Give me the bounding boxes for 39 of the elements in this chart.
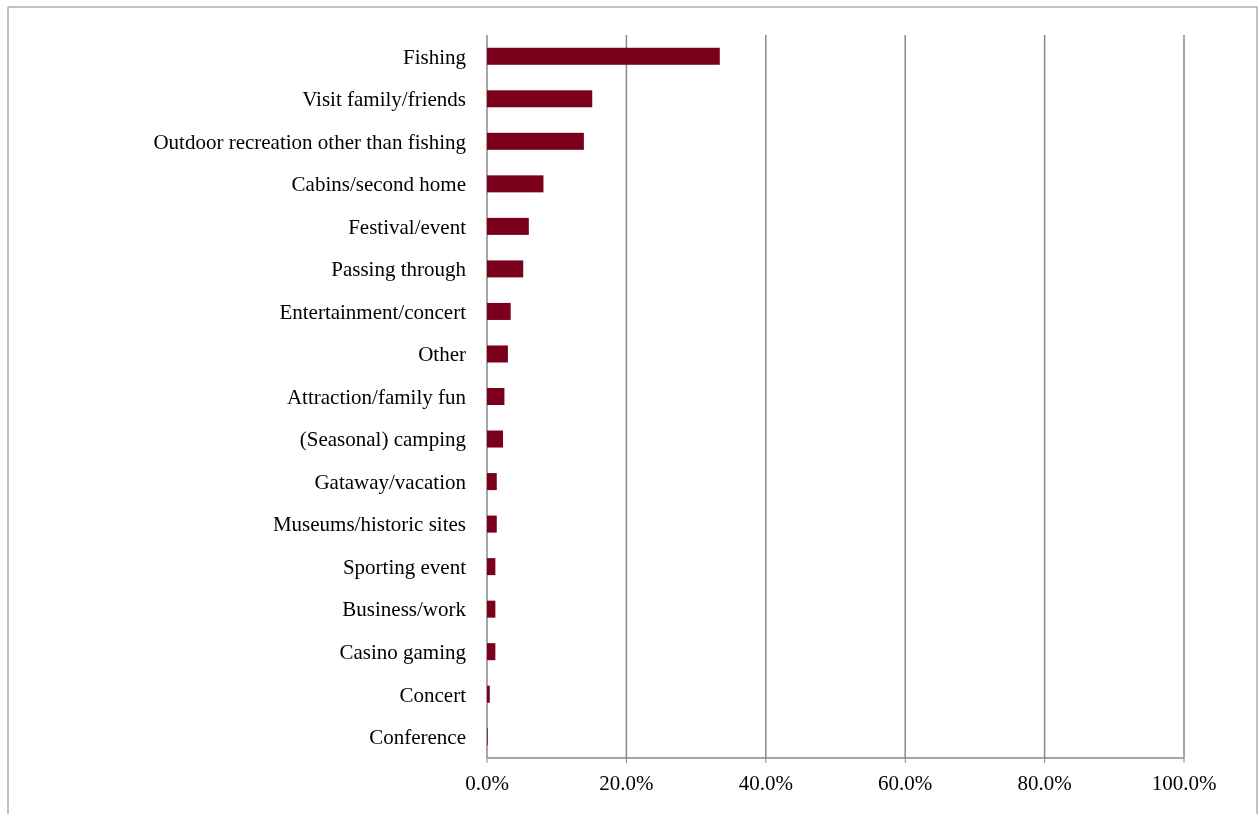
y-tick-label: Other: [418, 342, 466, 367]
y-tick-label: (Seasonal) camping: [299, 427, 467, 452]
x-tick-label: 80.0%: [1017, 771, 1072, 795]
bar: [487, 685, 490, 703]
x-tick-label: 60.0%: [878, 771, 933, 795]
y-tick-label: Festival/event: [348, 214, 467, 239]
bar: [487, 90, 593, 108]
bar: [487, 643, 496, 661]
y-tick-label: Sporting event: [342, 554, 467, 579]
bar: [487, 430, 504, 448]
y-tick-label: Attraction/family fun: [286, 384, 467, 409]
y-tick-label: Museums/historic sites: [272, 512, 466, 537]
y-tick-label: Cabins/second home: [291, 172, 466, 197]
x-tick-label: 100.0%: [1151, 771, 1217, 795]
bar: [487, 600, 496, 618]
y-tick-label: Casino gaming: [339, 640, 467, 665]
bar: [487, 217, 529, 235]
y-tick-label: Concert: [399, 682, 467, 707]
x-tick-label: 40.0%: [738, 771, 793, 795]
y-tick-label: Conference: [369, 725, 466, 750]
bar: [487, 47, 720, 65]
bar: [487, 345, 508, 363]
bar: [487, 260, 524, 278]
bar: [487, 387, 505, 406]
y-tick-label: Fishing: [402, 44, 467, 69]
x-tick-label: 0.0%: [465, 771, 509, 795]
y-tick-label: Visit family/friends: [302, 87, 466, 112]
y-tick-label: Passing through: [331, 257, 467, 282]
y-tick-label: Outdoor recreation other than fishing: [153, 129, 467, 154]
bar: [487, 558, 496, 576]
bar: [487, 515, 497, 533]
x-tick-label: 20.0%: [599, 771, 654, 795]
y-tick-label: Gataway/vacation: [314, 469, 467, 494]
bar: [487, 473, 497, 491]
bar: [487, 302, 511, 320]
bar: [487, 175, 544, 193]
y-tick-label: Entertainment/concert: [279, 299, 467, 324]
y-tick-label: Business/work: [342, 597, 467, 622]
bar: [487, 132, 584, 150]
